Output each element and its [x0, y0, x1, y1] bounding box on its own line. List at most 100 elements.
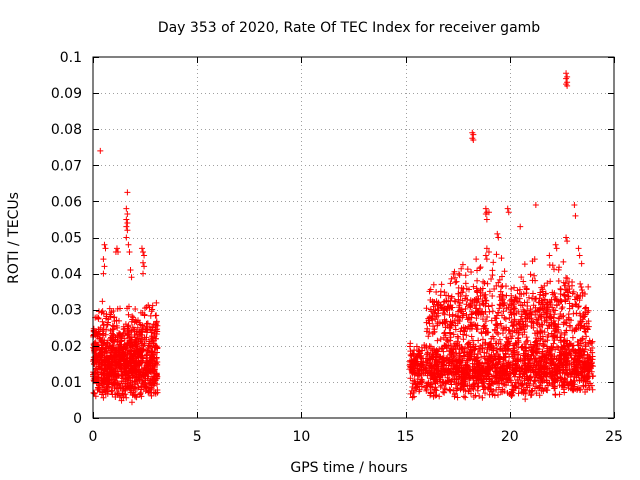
data-point: [124, 211, 131, 218]
data-point: [143, 351, 150, 358]
data-point: [477, 264, 484, 271]
data-point: [106, 305, 113, 312]
data-point: [132, 305, 139, 312]
data-point: [533, 390, 540, 397]
data-point: [113, 322, 120, 329]
data-point: [116, 372, 123, 379]
data-point: [125, 322, 132, 329]
data-point: [560, 359, 567, 366]
data-point: [483, 367, 490, 374]
data-point: [463, 370, 470, 377]
x-tick-label: 0: [89, 429, 98, 445]
data-point: [109, 332, 116, 339]
x-axis-label: GPS time / hours: [290, 460, 407, 476]
data-point: [427, 360, 434, 367]
data-point: [563, 349, 570, 356]
data-point: [414, 376, 421, 383]
data-point: [496, 336, 503, 343]
data-point: [115, 360, 122, 367]
data-point: [475, 337, 482, 344]
data-point: [575, 325, 582, 332]
data-point: [578, 351, 585, 358]
data-point: [462, 272, 469, 279]
data-point: [128, 363, 135, 370]
data-point: [439, 372, 446, 379]
data-point: [579, 363, 586, 370]
data-point: [419, 367, 426, 374]
data-point: [132, 391, 139, 398]
data-point: [149, 302, 156, 309]
data-point: [538, 379, 545, 386]
y-tick-label: 0.07: [51, 158, 82, 174]
data-point: [563, 234, 570, 241]
data-point: [439, 379, 446, 386]
data-point: [454, 375, 461, 382]
data-point: [493, 251, 500, 258]
data-point: [109, 338, 116, 345]
data-point: [131, 360, 138, 367]
data-point: [102, 245, 109, 252]
data-point: [93, 353, 100, 360]
data-point: [97, 147, 104, 154]
data-point: [579, 336, 586, 343]
data-point: [413, 354, 420, 361]
data-point: [112, 359, 119, 366]
data-point: [510, 355, 517, 362]
data-point: [464, 266, 471, 273]
data-point: [479, 372, 486, 379]
data-point: [590, 372, 597, 379]
data-point: [535, 354, 542, 361]
data-point: [561, 376, 568, 383]
data-point: [531, 342, 538, 349]
data-point: [460, 393, 467, 400]
data-point: [407, 340, 414, 347]
data-point: [493, 386, 500, 393]
data-point: [122, 370, 129, 377]
data-point: [416, 386, 423, 393]
data-point: [141, 372, 148, 379]
data-point: [462, 305, 469, 312]
data-point: [422, 384, 429, 391]
data-point: [100, 394, 107, 401]
data-point: [123, 394, 130, 401]
data-point: [152, 326, 159, 333]
data-point: [495, 234, 502, 241]
data-point: [572, 212, 579, 219]
data-point: [502, 351, 509, 358]
data-point: [586, 337, 593, 344]
data-point: [145, 342, 152, 349]
data-point: [453, 278, 460, 285]
data-point: [474, 357, 481, 364]
data-point: [583, 304, 590, 311]
data-point: [509, 389, 516, 396]
data-point: [99, 318, 106, 325]
data-point: [118, 337, 125, 344]
data-point: [531, 272, 538, 279]
data-point: [133, 319, 140, 326]
data-point: [481, 322, 488, 329]
data-point: [483, 329, 490, 336]
data-point: [488, 317, 495, 324]
data-point: [463, 369, 470, 376]
data-point: [483, 297, 490, 304]
data-point: [420, 366, 427, 373]
data-point: [94, 369, 101, 376]
data-point: [455, 350, 462, 357]
data-point: [132, 381, 139, 388]
data-point: [95, 380, 102, 387]
data-point: [555, 345, 562, 352]
data-point: [574, 387, 581, 394]
data-point: [486, 381, 493, 388]
data-point: [422, 355, 429, 362]
data-point: [438, 281, 445, 288]
data-point: [137, 321, 144, 328]
data-point: [479, 316, 486, 323]
data-point: [407, 375, 414, 382]
data-point: [589, 356, 596, 363]
data-point: [563, 346, 570, 353]
data-point: [427, 390, 434, 397]
data-point: [474, 374, 481, 381]
data-point: [580, 354, 587, 361]
data-point: [440, 388, 447, 395]
data-point: [150, 339, 157, 346]
